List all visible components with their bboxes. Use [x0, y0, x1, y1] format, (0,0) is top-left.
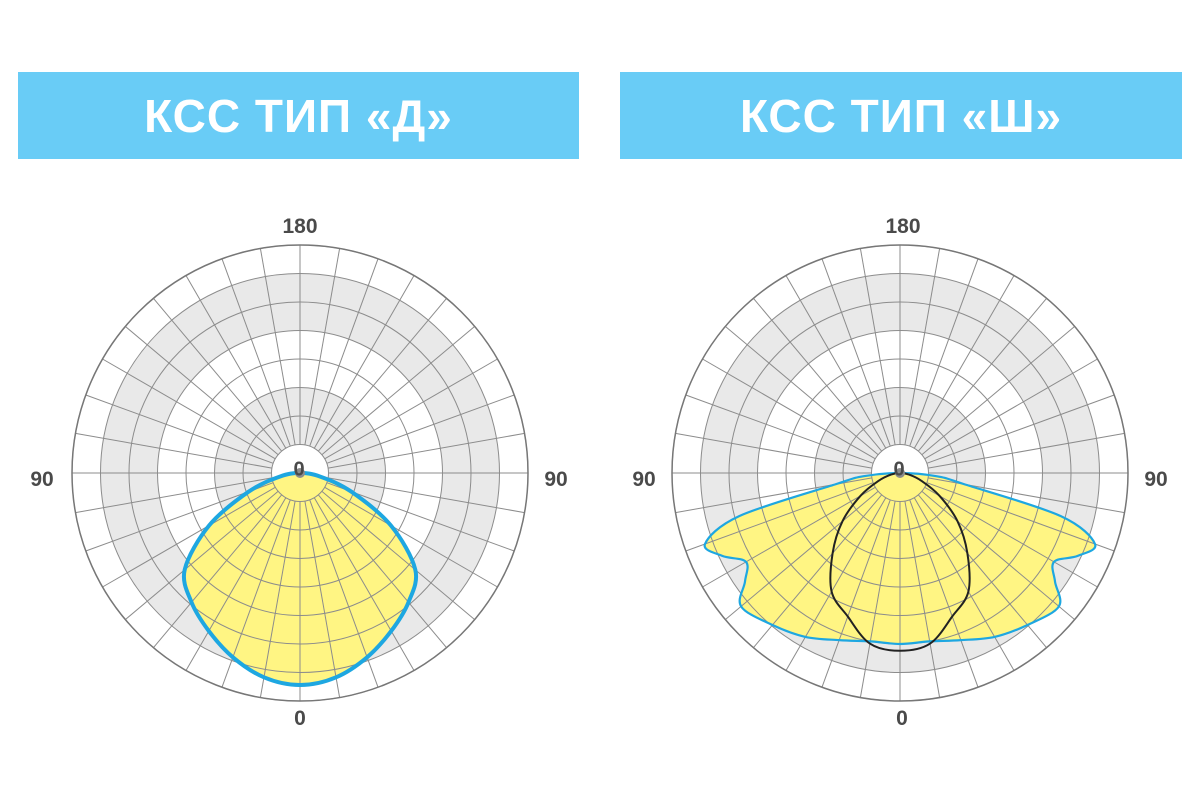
grid-spoke	[304, 248, 341, 445]
label-0-center: 0	[293, 458, 305, 481]
grid-spoke	[328, 477, 525, 514]
grid-spoke	[328, 432, 525, 469]
grid-circle	[242, 415, 358, 531]
grid-spoke	[685, 394, 874, 464]
grid-spoke	[859, 501, 896, 698]
grid-spoke	[921, 490, 1076, 620]
grid-spoke	[675, 432, 872, 469]
grid-spoke	[221, 258, 291, 447]
grid-spoke	[753, 297, 883, 452]
grid-spoke	[321, 326, 476, 456]
grid-spoke	[102, 358, 276, 460]
outer-circle	[71, 244, 529, 702]
grid-spoke	[324, 486, 498, 588]
grid-spoke	[259, 248, 296, 445]
grid-spoke	[724, 490, 879, 620]
grid-spoke	[313, 275, 415, 449]
grid-spoke	[321, 490, 476, 620]
grid-circle	[842, 415, 958, 531]
grid-spoke	[785, 275, 887, 449]
grid-spoke	[724, 326, 879, 456]
grid-spoke	[917, 494, 1047, 649]
grid-circle	[785, 358, 1015, 588]
label-180: 180	[282, 215, 318, 238]
grid-spoke	[317, 494, 447, 649]
label-90-right: 90	[1144, 468, 1168, 491]
panel-type-sh: КСС ТИП «Ш» 180 90 90 0 0	[600, 0, 1200, 800]
grid-spoke	[702, 486, 876, 588]
grid-spoke	[753, 494, 883, 649]
polar-chart-type-d	[71, 244, 529, 702]
label-0-bottom: 0	[896, 707, 908, 730]
grid-spoke	[124, 490, 279, 620]
grid-spoke	[821, 258, 891, 447]
grid-spoke	[909, 258, 979, 447]
label-90-right: 90	[544, 468, 568, 491]
center-dot	[295, 468, 305, 478]
grid-spoke	[304, 501, 341, 698]
grid-circle	[814, 387, 986, 559]
grid-spoke	[75, 477, 272, 514]
grid-spoke	[917, 297, 1047, 452]
grid-spoke	[821, 499, 891, 688]
label-0-bottom: 0	[294, 707, 306, 730]
grid-spoke	[85, 394, 274, 464]
panel-type-d: КСС ТИП «Д» 180 90 90 0 0	[18, 72, 579, 730]
grid-spoke	[309, 258, 379, 447]
grid-spoke	[913, 275, 1015, 449]
grid-spoke	[259, 501, 296, 698]
grid-spoke	[702, 358, 876, 460]
grid-spoke	[924, 486, 1098, 588]
grid-spoke	[909, 499, 979, 688]
grid-spoke	[913, 497, 1015, 671]
grid-spoke	[924, 358, 1098, 460]
title-banner: КСС ТИП «Ш»	[620, 72, 1182, 159]
grid-spoke	[317, 297, 447, 452]
grid-spoke	[921, 326, 1076, 456]
grid-spoke	[904, 501, 941, 698]
label-90-left: 90	[30, 468, 54, 491]
grid-spoke	[685, 482, 874, 552]
grid-circle	[871, 444, 929, 502]
center-dot	[895, 468, 905, 478]
grid-spoke	[859, 248, 896, 445]
title-banner: КСС ТИП «Д»	[18, 72, 579, 159]
grid-circle	[214, 387, 386, 559]
grid-spoke	[153, 494, 283, 649]
outer-circle	[671, 244, 1129, 702]
grid-spoke	[904, 248, 941, 445]
grid-spoke	[313, 497, 415, 671]
grid-spoke	[326, 394, 515, 464]
grid-spoke	[185, 497, 287, 671]
grid-circle	[700, 273, 1100, 673]
grid-circle	[128, 301, 472, 645]
grid-circle	[757, 330, 1043, 616]
label-0-center: 0	[893, 458, 905, 481]
grid-spoke	[124, 326, 279, 456]
grid-spoke	[102, 486, 276, 588]
grid-circle	[271, 444, 329, 502]
grid-spoke	[324, 358, 498, 460]
polar-chart-type-sh	[671, 244, 1129, 702]
grid-spoke	[185, 275, 287, 449]
grid-circle	[157, 330, 443, 616]
grid-spoke	[926, 394, 1115, 464]
label-90-left: 90	[632, 468, 656, 491]
grid-spoke	[75, 432, 272, 469]
grid-spoke	[153, 297, 283, 452]
grid-spoke	[928, 432, 1125, 469]
grid-spoke	[785, 497, 887, 671]
label-180: 180	[885, 215, 921, 238]
grid-circle	[100, 273, 500, 673]
grid-spoke	[926, 482, 1115, 552]
grid-circle	[185, 358, 415, 588]
